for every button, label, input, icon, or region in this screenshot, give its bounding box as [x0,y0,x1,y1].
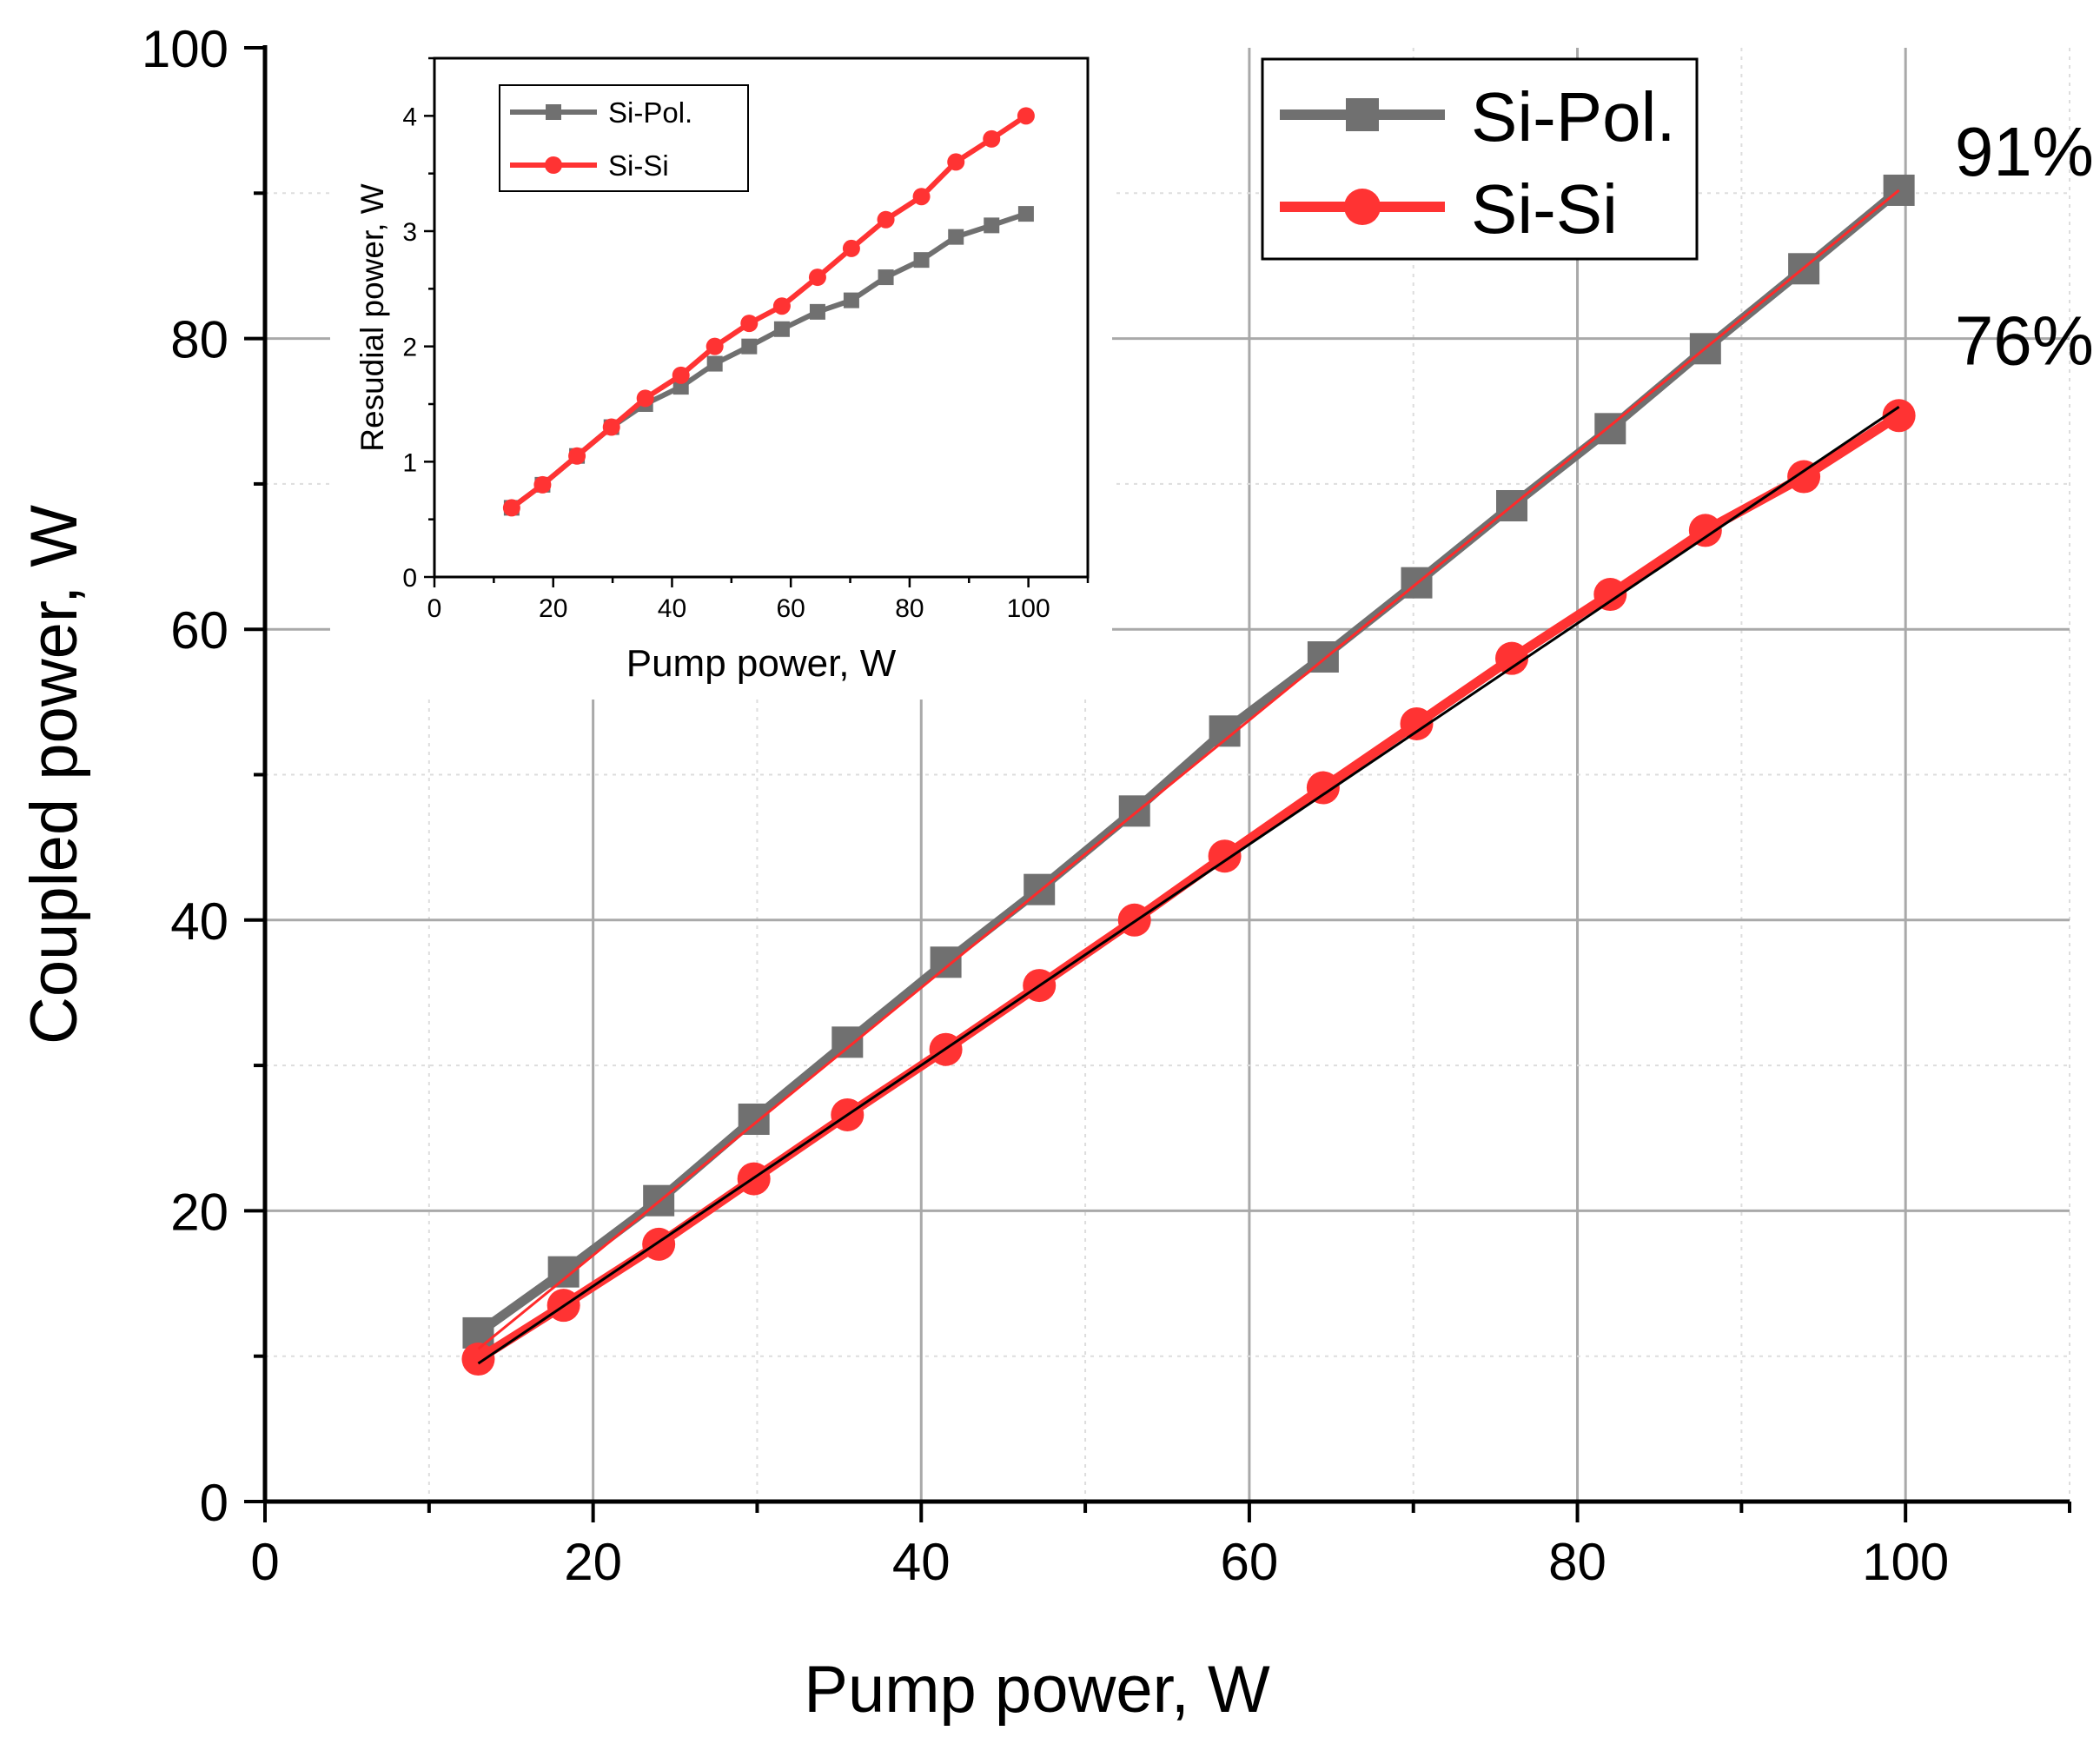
inset-chart: 0 20 40 60 80 100 0 1 2 3 4 Pump power, W Resudial p… [330,30,1112,700]
inset-series-si-si-point-11 [842,239,860,257]
legend-si-si-label: Si-Si [1471,170,1618,248]
legend-si-pol-label: Si-Pol. [1471,78,1676,156]
inset-series-si-si-point-3 [568,447,586,465]
inset-series-si-si-point-9 [772,297,791,315]
inset-series-si-si-point-2 [533,475,552,494]
inset-series-si-si-point-15 [983,129,1001,148]
fit-line-si-si [477,405,1900,1365]
annotation-76: 76% [1955,302,2094,380]
series-si-si-point-9 [1208,839,1242,873]
inset-y-tick-label-4: 4 [402,103,417,131]
inset-y-tick-label-2: 2 [402,334,417,362]
main-legend: Si-Pol. Si-Si [1261,57,1699,261]
series-si-si-point-16 [1882,399,1916,433]
inset-series-si-si-point-14 [947,153,965,171]
y-tick-label-0: 0 [200,1474,229,1532]
inset-series-si-si-point-13 [912,188,931,206]
inset-series-si-pol-point-7 [706,355,723,372]
inset-series-si-si-point-7 [706,337,724,355]
inset-x-tick-label-60: 60 [776,594,805,623]
inset-legend-box [499,84,749,192]
main-axes [244,45,2071,1522]
inset-legend: Si-Pol. Si-Si [499,84,749,192]
inset-series-si-si-point-16 [1017,107,1035,125]
inset-legend-si-pol-marker [546,104,561,120]
series-si-pol-point-5 [831,1026,864,1058]
inset-series-si-si-point-12 [877,210,895,229]
y-tick-label-20: 20 [170,1183,229,1241]
legend-box [1261,57,1699,261]
fit-line-si-pol [477,189,1900,1350]
inset-series-si-si-point-1 [502,499,520,517]
y-tick-label-100: 100 [142,20,229,78]
inset-y-axis-title: Resudial power, W [354,183,390,452]
inset-legend-si-si-label: Si-Si [608,149,669,182]
inset-series-si-si-point-4 [602,418,620,436]
y-tick-label-40: 40 [170,892,229,951]
inset-series-si-pol-point-10 [809,303,825,320]
y-axis-title: Coupled power, W [17,505,91,1044]
inset-series-si-pol-point-9 [773,321,790,337]
inset-series-si-si [502,107,1035,517]
inset-series-si-si-point-8 [740,315,759,333]
legend-si-pol-marker [1346,98,1379,131]
main-annotations: 91% 76% [1955,113,2094,379]
series-si-si-point-14 [1688,514,1722,547]
inset-series-si-si-point-5 [636,389,654,408]
inset-series-si-si-line [510,113,1028,510]
x-tick-label-40: 40 [892,1533,951,1591]
inset-x-axis-title: Pump power, W [626,642,897,685]
inset-series-si-pol-point-15 [984,217,1000,234]
inset-series-si-pol-point-12 [878,269,894,286]
inset-x-tick-label-40: 40 [658,594,686,623]
inset-series-si-si-point-10 [808,269,826,287]
series-si-si-point-13 [1593,578,1627,612]
x-tick-label-0: 0 [250,1533,279,1591]
inset-series-si-pol-point-11 [843,292,859,308]
series-si-si-point-10 [1306,771,1340,805]
main-series [461,174,1916,1376]
inset-labels: 0 20 40 60 80 100 0 1 2 3 4 Pump power, W Resudial p… [354,103,1050,685]
series-si-si-point-11 [1400,706,1434,740]
inset-y-tick-label-1: 1 [402,448,417,477]
series-si-si-line [475,411,1902,1363]
annotation-91: 91% [1955,113,2094,190]
y-tick-label-80: 80 [170,311,229,369]
legend-si-si-marker [1344,189,1381,225]
x-axis-title: Pump power, W [804,1653,1270,1727]
inset-series-si-pol-point-14 [948,229,964,245]
inset-x-tick-label-0: 0 [427,594,442,623]
inset-series-si-pol-point-8 [741,338,758,355]
inset-x-tick-label-100: 100 [1007,594,1050,623]
x-tick-label-80: 80 [1548,1533,1606,1591]
inset-axes [424,56,1090,587]
inset-legend-si-pol-label: Si-Pol. [608,96,692,129]
inset-y-tick-label-3: 3 [402,218,417,247]
series-si-pol-point-4 [738,1104,770,1136]
inset-frame [433,56,1090,579]
main-grid [265,48,2070,1502]
inset-series-si-si-point-6 [672,366,690,384]
y-tick-label-60: 60 [170,601,229,660]
series-si-pol [462,174,1915,1349]
inset-x-tick-label-20: 20 [539,594,567,623]
series-si-si-point-1 [461,1343,495,1376]
inset-legend-si-si-marker [545,156,562,174]
series-si-si-point-15 [1787,460,1821,494]
inset-series [502,107,1035,517]
inset-y-tick-label-0: 0 [402,564,417,593]
inset-series-si-pol-point-16 [1017,206,1034,222]
x-tick-label-20: 20 [564,1533,622,1591]
inset-series-si-pol-point-13 [913,252,930,269]
series-si-pol-line [475,186,1903,1337]
x-tick-label-60: 60 [1221,1533,1279,1591]
x-tick-label-100: 100 [1862,1533,1949,1591]
series-si-pol-point-6 [930,946,962,978]
inset-x-tick-label-80: 80 [895,594,924,623]
series-si-si-point-12 [1495,641,1529,675]
